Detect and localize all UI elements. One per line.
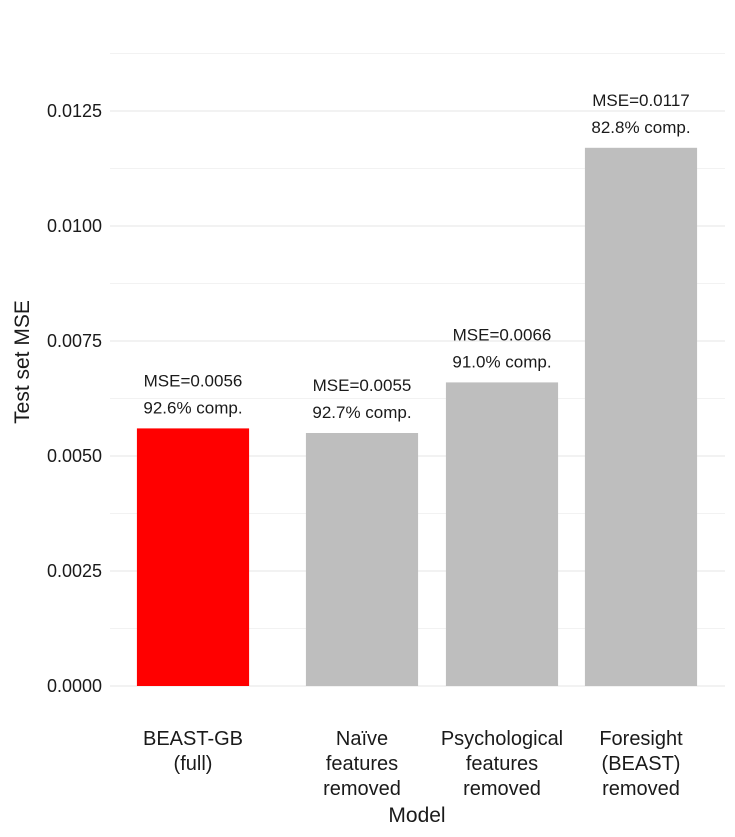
bar-series (136, 147, 698, 687)
bar (136, 428, 250, 686)
bar-label-mse: MSE=0.0056 (144, 371, 243, 390)
bar-label-comp: 92.6% comp. (143, 398, 242, 417)
x-axis-ticks: BEAST-GB (full) Naïve features removed Psycho… (143, 728, 683, 800)
bar-label-mse: MSE=0.0055 (313, 376, 412, 395)
bar-label-mse: MSE=0.0117 (592, 91, 690, 110)
y-tick-label: 0.0075 (47, 331, 102, 351)
x-tick-label: Psychological features removed (441, 728, 563, 800)
bar (584, 147, 698, 687)
x-tick-label: Naïve features removed (323, 728, 401, 800)
bar-label-comp: 82.8% comp. (591, 118, 690, 137)
bar-label-comp: 92.7% comp. (312, 403, 411, 422)
bar (305, 433, 419, 686)
bar-data-labels: MSE=0.0056 92.6% comp. MSE=0.0055 92.7% com… (143, 91, 690, 422)
bar (445, 382, 559, 686)
y-tick-label: 0.0000 (47, 676, 102, 696)
x-tick-label: Foresight (BEAST) removed (599, 728, 683, 800)
y-tick-label: 0.0100 (47, 216, 102, 236)
y-axis-title: Test set MSE (11, 300, 34, 424)
bar-label-mse: MSE=0.0066 (453, 325, 552, 344)
bar-label-comp: 91.0% comp. (452, 352, 551, 371)
y-tick-label: 0.0125 (47, 101, 102, 121)
y-axis-ticks: 0.0000 0.0025 0.0050 0.0075 0.0100 0.0125 (47, 101, 102, 696)
y-tick-label: 0.0025 (47, 561, 102, 581)
x-tick-label: BEAST-GB (full) (143, 728, 243, 775)
x-axis-title: Model (388, 804, 445, 827)
y-tick-label: 0.0050 (47, 446, 102, 466)
